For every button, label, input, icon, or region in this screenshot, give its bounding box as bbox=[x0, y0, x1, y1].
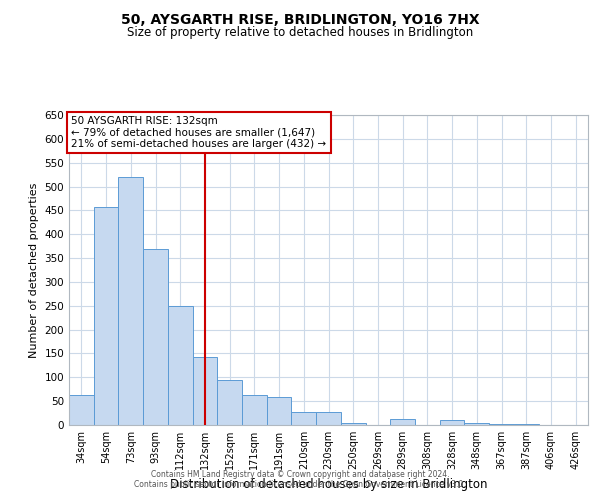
Bar bbox=[193, 357, 217, 425]
Bar bbox=[267, 398, 292, 425]
Bar bbox=[390, 420, 415, 425]
Bar bbox=[489, 424, 514, 425]
Bar bbox=[440, 420, 464, 425]
Bar bbox=[316, 412, 341, 425]
Bar bbox=[514, 424, 539, 425]
Bar bbox=[464, 423, 489, 425]
Text: 50 AYSGARTH RISE: 132sqm
← 79% of detached houses are smaller (1,647)
21% of sem: 50 AYSGARTH RISE: 132sqm ← 79% of detach… bbox=[71, 116, 326, 149]
Text: Size of property relative to detached houses in Bridlington: Size of property relative to detached ho… bbox=[127, 26, 473, 39]
Y-axis label: Number of detached properties: Number of detached properties bbox=[29, 182, 39, 358]
Text: 50, AYSGARTH RISE, BRIDLINGTON, YO16 7HX: 50, AYSGARTH RISE, BRIDLINGTON, YO16 7HX bbox=[121, 12, 479, 26]
Bar bbox=[168, 306, 193, 425]
Bar bbox=[94, 207, 118, 425]
Text: Contains HM Land Registry data © Crown copyright and database right 2024.
Contai: Contains HM Land Registry data © Crown c… bbox=[134, 470, 466, 489]
X-axis label: Distribution of detached houses by size in Bridlington: Distribution of detached houses by size … bbox=[170, 478, 487, 490]
Bar bbox=[118, 178, 143, 425]
Bar bbox=[69, 396, 94, 425]
Bar bbox=[217, 380, 242, 425]
Bar bbox=[242, 396, 267, 425]
Bar bbox=[341, 423, 365, 425]
Bar bbox=[292, 412, 316, 425]
Bar bbox=[143, 248, 168, 425]
